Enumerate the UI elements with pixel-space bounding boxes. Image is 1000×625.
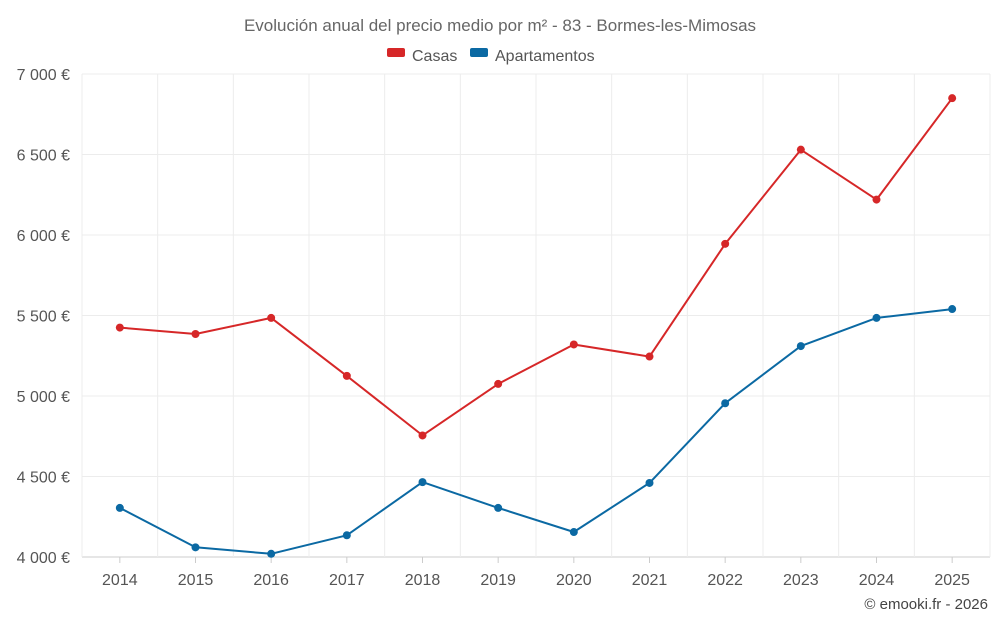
data-point-apartamentos[interactable]	[569, 528, 578, 537]
credit-text: © emooki.fr - 2026	[864, 596, 988, 613]
x-tick-label: 2014	[102, 572, 138, 589]
x-tick-label: 2023	[783, 572, 819, 589]
y-tick-label: 7 000 €	[17, 67, 70, 84]
data-point-casas[interactable]	[494, 379, 503, 388]
legend-swatch-apartamentos	[470, 48, 488, 57]
y-axis-ticks: 4 000 € 4 500 € 5 000 € 5 500 € 6 000 € 6 500…	[17, 67, 70, 567]
x-tick-label: 2015	[178, 572, 214, 589]
series-line-casas	[119, 97, 954, 437]
x-tick-label: 2019	[480, 572, 516, 589]
x-tick-label: 2020	[556, 572, 592, 589]
data-point-casas[interactable]	[342, 371, 351, 380]
x-tick-label: 2022	[707, 572, 743, 589]
data-point-casas[interactable]	[115, 323, 124, 332]
y-tick-label: 6 500 €	[17, 148, 70, 165]
y-tick-label: 5 000 €	[17, 389, 70, 406]
data-point-apartamentos[interactable]	[721, 399, 730, 408]
data-point-apartamentos[interactable]	[191, 543, 200, 552]
data-point-casas[interactable]	[191, 330, 200, 339]
data-point-apartamentos[interactable]	[872, 313, 881, 322]
legend-swatch-casas	[387, 48, 405, 57]
grid	[81, 73, 991, 563]
chart-title: Evolución anual del precio medio por m² …	[244, 16, 756, 35]
x-tick-label: 2017	[329, 572, 365, 589]
data-point-casas[interactable]	[569, 340, 578, 349]
y-tick-label: 5 500 €	[17, 309, 70, 326]
x-tick-label: 2018	[405, 572, 441, 589]
data-point-casas[interactable]	[418, 431, 427, 440]
data-point-apartamentos[interactable]	[115, 503, 124, 512]
x-tick-label: 2021	[632, 572, 668, 589]
y-tick-label: 4 500 €	[17, 470, 70, 487]
data-point-casas[interactable]	[796, 145, 805, 154]
y-tick-label: 6 000 €	[17, 228, 70, 245]
data-point-casas[interactable]	[721, 239, 730, 248]
x-tick-label: 2025	[934, 572, 970, 589]
data-point-apartamentos[interactable]	[494, 503, 503, 512]
data-point-apartamentos[interactable]	[645, 478, 654, 487]
x-tick-label: 2024	[859, 572, 895, 589]
data-point-apartamentos[interactable]	[796, 342, 805, 351]
data-point-casas[interactable]	[645, 352, 654, 361]
data-point-apartamentos[interactable]	[418, 478, 427, 487]
data-point-apartamentos[interactable]	[948, 305, 957, 314]
data-point-casas[interactable]	[872, 195, 881, 204]
series-lines	[115, 94, 957, 558]
series-line-apartamentos	[119, 308, 953, 555]
legend: Casas Apartamentos	[387, 48, 595, 65]
legend-label-apartamentos[interactable]: Apartamentos	[495, 48, 595, 65]
data-point-casas[interactable]	[948, 94, 957, 103]
data-point-casas[interactable]	[267, 313, 276, 322]
legend-label-casas[interactable]: Casas	[412, 48, 457, 65]
y-tick-label: 4 000 €	[17, 550, 70, 567]
data-point-apartamentos[interactable]	[342, 531, 351, 540]
x-tick-label: 2016	[253, 572, 289, 589]
data-point-apartamentos[interactable]	[267, 549, 276, 558]
x-axis-ticks: 2014 2015 2016 2017 2018 2019 2020 2021 2022 2023…	[102, 572, 970, 589]
